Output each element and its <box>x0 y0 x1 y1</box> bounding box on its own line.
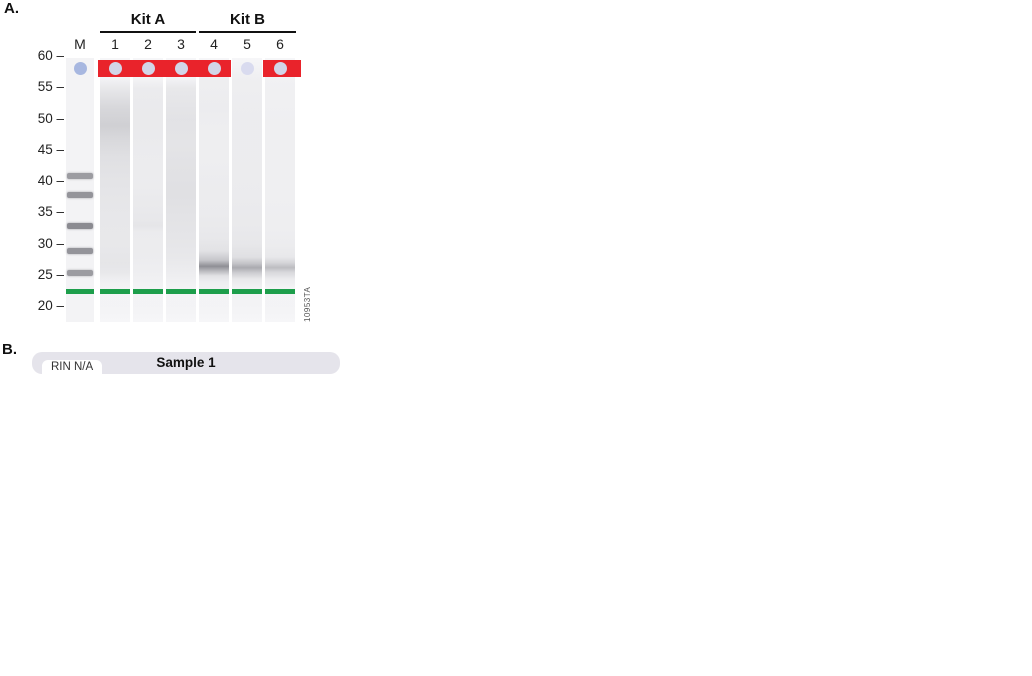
marker-band <box>67 222 93 229</box>
well-dot-icon <box>240 62 254 75</box>
lane-label: 2 <box>144 36 152 52</box>
lane-label: 6 <box>276 36 284 52</box>
panel-b-label: B. <box>2 341 17 358</box>
gel-lane <box>263 58 298 322</box>
gel-watermark: 10953TA <box>303 286 312 322</box>
gel-lane <box>164 58 198 322</box>
marker-band <box>67 172 93 179</box>
well-dot-icon <box>73 62 87 75</box>
kit-group-label: Kit B <box>230 11 265 28</box>
gel-lane <box>66 58 94 322</box>
mw-scale-label: 55 – <box>37 79 64 95</box>
lower-marker-band-green <box>133 288 163 294</box>
well-dot-icon <box>273 62 287 75</box>
mw-scale-label: 30 – <box>37 235 64 251</box>
electropherogram-cell-3 <box>682 348 1022 510</box>
marker-band <box>67 269 93 276</box>
gel-lane <box>232 58 262 322</box>
sample-header-bar: Sample 1 RIN N/A <box>32 352 340 374</box>
gel-lane <box>197 58 231 322</box>
marker-band <box>67 247 93 254</box>
mw-scale-label: 50 – <box>37 110 64 126</box>
well-dot-icon <box>207 62 221 75</box>
kit-group-underline <box>100 31 196 33</box>
rin-badge: RIN N/A <box>42 360 103 374</box>
electropherogram-cell-2 <box>352 348 674 510</box>
well-dot-icon <box>174 62 188 75</box>
sample-title: Sample 1 <box>156 355 216 370</box>
lane-label: 4 <box>210 36 218 52</box>
electropherogram-cell-5 <box>352 513 674 675</box>
lane-label: 1 <box>111 36 119 52</box>
lane-label: 5 <box>243 36 251 52</box>
mw-scale-label: 40 – <box>37 173 64 188</box>
gel-lane <box>131 58 165 322</box>
lane-label: M <box>74 36 86 52</box>
electropherogram-cell-4 <box>22 513 344 675</box>
panel-a-label: A. <box>4 0 19 17</box>
mw-scale-label: 60 – <box>37 48 64 63</box>
kit-group-underline <box>199 31 296 33</box>
electropherogram-cell-1: Sample 1 RIN N/A <box>22 348 344 510</box>
mw-scale-label: 45 – <box>37 141 64 157</box>
lower-marker-band-green <box>265 288 295 294</box>
mw-scale-label: 35 – <box>37 204 64 220</box>
marker-band <box>67 191 93 198</box>
mw-scale-label: 25 – <box>37 266 64 282</box>
lower-marker-band-green <box>199 288 229 294</box>
mw-scale-label: 20 – <box>37 298 64 313</box>
gel-red-edge-sliver <box>297 60 301 77</box>
well-dot-icon <box>108 62 122 75</box>
lower-marker-band-green <box>166 288 196 294</box>
kit-group-label: Kit A <box>130 11 166 28</box>
lane-label: 3 <box>177 36 185 52</box>
gel-lane <box>98 58 132 322</box>
well-dot-icon <box>141 62 155 75</box>
electropherogram-cell-6 <box>682 513 1022 675</box>
lower-marker-band-green <box>232 288 262 294</box>
gel-image: Kit A Kit B M 1 2 3 4 5 6 60 – 55 – 50 – 45 – 40 – 35 … <box>0 0 340 340</box>
lower-marker-band-green <box>66 288 94 294</box>
lower-marker-band-green <box>100 288 130 294</box>
